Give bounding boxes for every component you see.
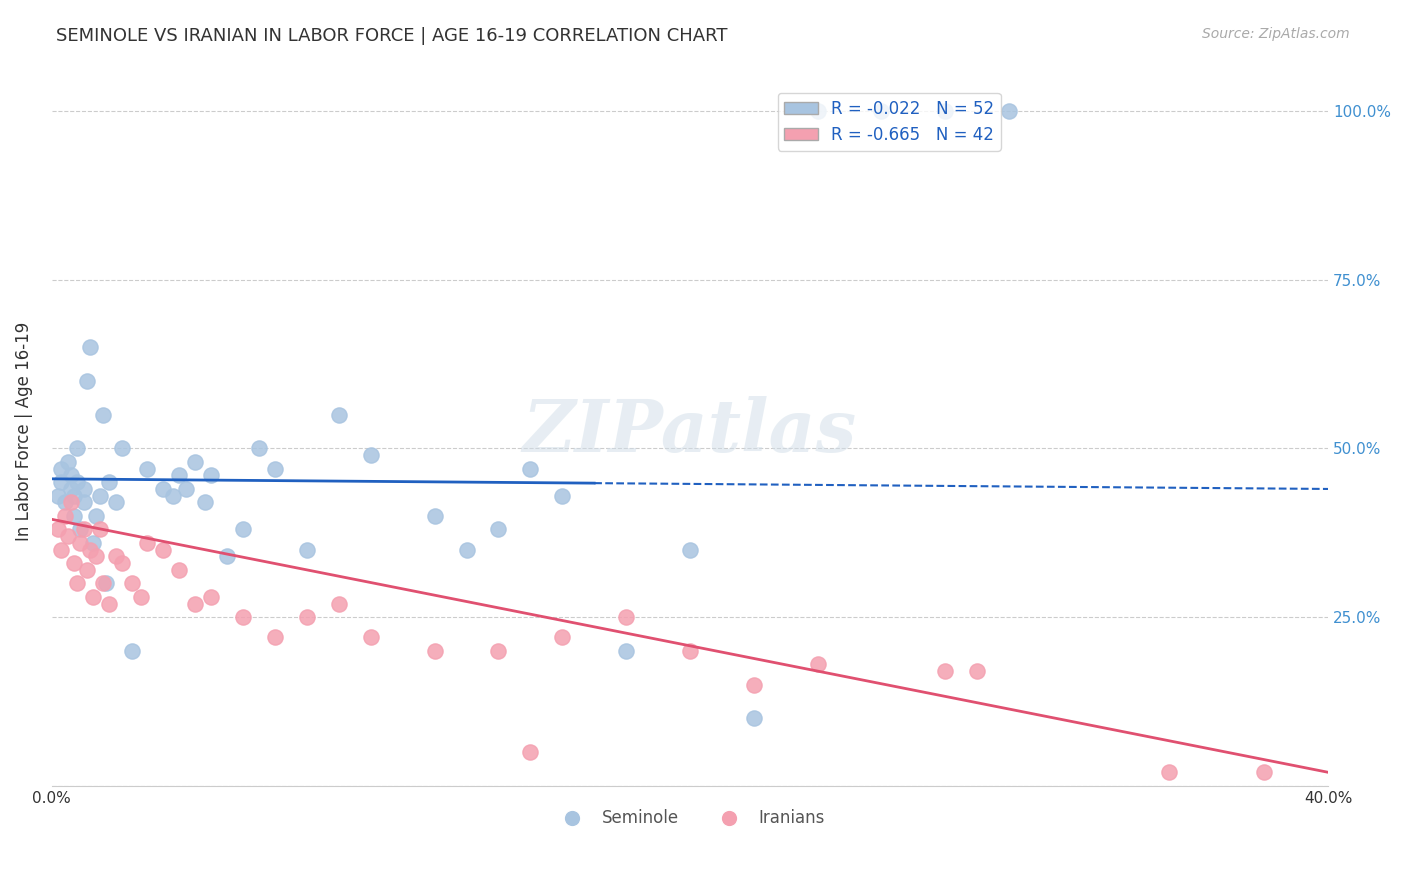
Point — [519, 745, 541, 759]
Point — [152, 542, 174, 557]
Point — [264, 461, 287, 475]
Point — [360, 631, 382, 645]
Point — [63, 489, 86, 503]
Point — [136, 536, 159, 550]
Point — [152, 482, 174, 496]
Point — [184, 597, 207, 611]
Point — [247, 442, 270, 456]
Point — [104, 495, 127, 509]
Point — [69, 523, 91, 537]
Point — [934, 664, 956, 678]
Point — [111, 556, 134, 570]
Point — [82, 536, 104, 550]
Point — [184, 455, 207, 469]
Point — [121, 576, 143, 591]
Point — [169, 468, 191, 483]
Point — [232, 610, 254, 624]
Point — [295, 610, 318, 624]
Text: SEMINOLE VS IRANIAN IN LABOR FORCE | AGE 16-19 CORRELATION CHART: SEMINOLE VS IRANIAN IN LABOR FORCE | AGE… — [56, 27, 728, 45]
Point — [53, 495, 76, 509]
Point — [934, 104, 956, 119]
Point — [360, 448, 382, 462]
Point — [51, 542, 73, 557]
Point — [742, 711, 765, 725]
Point — [488, 644, 510, 658]
Point — [1157, 765, 1180, 780]
Point — [66, 576, 89, 591]
Point — [328, 597, 350, 611]
Point — [998, 104, 1021, 119]
Point — [51, 461, 73, 475]
Point — [73, 482, 96, 496]
Point — [56, 529, 79, 543]
Point — [76, 563, 98, 577]
Point — [136, 461, 159, 475]
Point — [129, 590, 152, 604]
Point — [104, 549, 127, 564]
Point — [79, 340, 101, 354]
Point — [488, 523, 510, 537]
Point — [111, 442, 134, 456]
Point — [194, 495, 217, 509]
Point — [328, 408, 350, 422]
Point — [551, 489, 574, 503]
Point — [94, 576, 117, 591]
Point — [679, 542, 702, 557]
Point — [870, 104, 893, 119]
Point — [51, 475, 73, 490]
Point — [98, 475, 121, 490]
Point — [423, 508, 446, 523]
Point — [232, 523, 254, 537]
Point — [89, 489, 111, 503]
Point — [174, 482, 197, 496]
Point — [169, 563, 191, 577]
Point — [82, 590, 104, 604]
Point — [679, 644, 702, 658]
Point — [59, 468, 82, 483]
Point — [73, 523, 96, 537]
Point — [59, 482, 82, 496]
Point — [86, 508, 108, 523]
Point — [742, 677, 765, 691]
Point — [200, 468, 222, 483]
Text: Source: ZipAtlas.com: Source: ZipAtlas.com — [1202, 27, 1350, 41]
Point — [217, 549, 239, 564]
Point — [519, 461, 541, 475]
Point — [98, 597, 121, 611]
Point — [91, 576, 114, 591]
Point — [63, 508, 86, 523]
Point — [614, 644, 637, 658]
Point — [63, 556, 86, 570]
Point — [89, 523, 111, 537]
Point — [46, 489, 69, 503]
Point — [423, 644, 446, 658]
Point — [121, 644, 143, 658]
Point — [551, 631, 574, 645]
Point — [66, 475, 89, 490]
Point — [46, 523, 69, 537]
Point — [264, 631, 287, 645]
Point — [806, 104, 828, 119]
Point — [200, 590, 222, 604]
Point — [66, 442, 89, 456]
Y-axis label: In Labor Force | Age 16-19: In Labor Force | Age 16-19 — [15, 322, 32, 541]
Point — [56, 455, 79, 469]
Text: ZIPatlas: ZIPatlas — [523, 396, 858, 467]
Point — [91, 408, 114, 422]
Point — [162, 489, 184, 503]
Point — [69, 536, 91, 550]
Point — [1253, 765, 1275, 780]
Point — [806, 657, 828, 672]
Point — [295, 542, 318, 557]
Legend: Seminole, Iranians: Seminole, Iranians — [548, 803, 832, 834]
Point — [86, 549, 108, 564]
Point — [59, 495, 82, 509]
Point — [79, 542, 101, 557]
Point — [456, 542, 478, 557]
Point — [53, 508, 76, 523]
Point — [73, 495, 96, 509]
Point — [966, 664, 988, 678]
Point — [76, 374, 98, 388]
Point — [614, 610, 637, 624]
